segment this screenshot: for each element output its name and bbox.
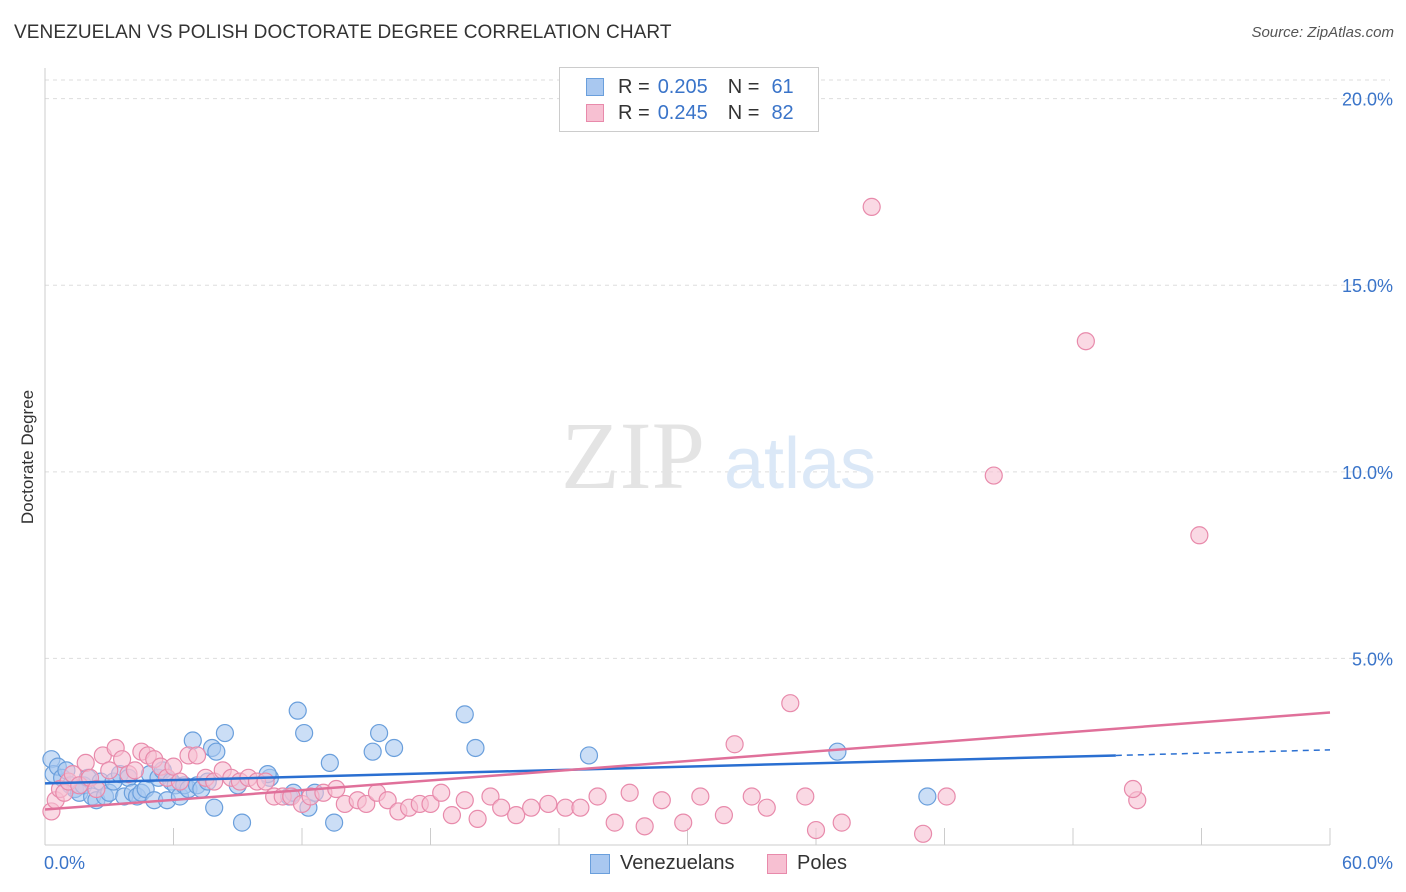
poles-point	[256, 772, 275, 791]
venezuelans-trend-extension	[1115, 749, 1331, 757]
poles-point	[714, 806, 734, 825]
legend-label-poles: Poles	[797, 852, 848, 874]
poles-point	[862, 197, 881, 216]
poles-point	[1190, 526, 1209, 545]
grid-lines	[45, 79, 1390, 659]
venezuelans-point	[288, 701, 307, 720]
poles-point	[781, 694, 800, 713]
poles-point	[539, 794, 558, 814]
poles-point	[507, 806, 526, 825]
stats-legend: R = 0.205 N = 61 R = 0.245 N = 82	[559, 67, 819, 132]
poles-point	[1123, 779, 1143, 799]
poles-point	[984, 466, 1003, 485]
y-tick-label: 5.0%	[1352, 649, 1393, 669]
watermark-zip: ZIP	[561, 402, 705, 509]
legend-r-label: R =	[618, 101, 650, 124]
poles-point	[492, 798, 511, 817]
venezuelans-point	[455, 705, 474, 724]
trend-lines	[44, 711, 1331, 811]
tick-labels: 5.0% 10.0% 15.0% 20.0% 0.0% 60.0%	[44, 90, 1393, 873]
venezuelans-point	[370, 723, 389, 743]
poles-point	[571, 798, 590, 817]
y-tick-label: 15.0%	[1342, 276, 1393, 296]
venezuelans-point	[320, 753, 339, 773]
venezuelans-point	[295, 723, 314, 743]
poles-point	[87, 779, 106, 799]
venezuelans-point	[325, 813, 344, 832]
poles-point	[455, 791, 474, 810]
x-tick-label: 60.0%	[1342, 853, 1393, 873]
venezuelans-point	[183, 731, 202, 750]
poles-point	[522, 798, 541, 817]
poles-points	[42, 197, 1209, 843]
poles-point	[170, 772, 190, 791]
legend-row-poles: R = 0.245 N = 82	[586, 101, 794, 125]
poles-point	[187, 746, 207, 765]
legend-swatch-poles	[767, 853, 787, 874]
poles-point	[442, 806, 462, 825]
poles-trend-line	[44, 711, 1331, 811]
poles-point	[588, 787, 607, 806]
poles-point	[481, 787, 500, 806]
poles-point	[796, 787, 815, 806]
x-tick-label: 0.0%	[44, 853, 85, 873]
poles-point	[432, 783, 451, 802]
poles-point	[674, 813, 693, 832]
poles-point	[76, 753, 95, 773]
venezuelans-point	[207, 742, 226, 761]
poles-point	[832, 813, 851, 832]
legend-n-value: 82	[771, 101, 794, 124]
poles-point	[806, 820, 826, 840]
legend-r-value: 0.205	[657, 75, 708, 98]
venezuelans-point	[232, 813, 252, 832]
poles-point	[691, 787, 710, 806]
poles-point	[605, 813, 624, 832]
poles-point	[937, 787, 956, 806]
poles-point	[421, 794, 440, 814]
series-legend: Venezuelans Poles	[0, 852, 1406, 878]
venezuelans-point	[579, 746, 599, 765]
legend-swatch-poles	[586, 104, 604, 122]
poles-point	[100, 761, 119, 780]
poles-point	[125, 761, 145, 780]
legend-label-venezuelans: Venezuelans	[620, 852, 735, 874]
venezuelans-point	[363, 742, 382, 761]
venezuelans-point	[384, 738, 404, 758]
legend-swatch-venezuelans	[590, 853, 610, 874]
legend-swatch-venezuelans	[586, 78, 604, 96]
poles-point	[635, 817, 654, 836]
legend-n-label: N =	[727, 101, 760, 124]
legend-row-venezuelans: R = 0.205 N = 61	[586, 75, 794, 99]
poles-point	[378, 791, 397, 810]
venezuelans-point	[205, 798, 224, 817]
y-axis-label: Doctorate Degree	[18, 390, 37, 524]
poles-point	[757, 798, 776, 817]
venezuelans-point	[918, 787, 937, 806]
watermark-atlas: atlas	[724, 424, 876, 504]
source-label: Source: ZipAtlas.com	[1251, 24, 1394, 41]
poles-point	[1076, 332, 1095, 351]
legend-r-value: 0.245	[657, 101, 708, 124]
legend-r-label: R =	[618, 75, 650, 98]
venezuelans-point	[828, 742, 847, 761]
poles-point	[468, 809, 487, 828]
legend-n-label: N =	[727, 75, 760, 98]
poles-point	[357, 794, 376, 814]
poles-point	[913, 824, 933, 843]
venezuelans-point	[215, 723, 234, 743]
poles-point	[620, 783, 639, 802]
y-tick-label: 20.0%	[1342, 90, 1393, 110]
poles-point	[725, 735, 744, 754]
venezuelans-point	[466, 738, 485, 758]
legend-item-venezuelans: Venezuelans	[590, 852, 735, 875]
poles-point	[652, 791, 671, 810]
axes	[44, 68, 1331, 846]
legend-item-poles: Poles	[767, 852, 847, 875]
y-tick-label: 10.0%	[1342, 463, 1393, 483]
watermark: ZIP atlas	[561, 402, 876, 509]
legend-n-value: 61	[771, 75, 794, 98]
chart-title: VENEZUELAN VS POLISH DOCTORATE DEGREE CO…	[14, 22, 672, 43]
poles-point	[742, 787, 761, 806]
